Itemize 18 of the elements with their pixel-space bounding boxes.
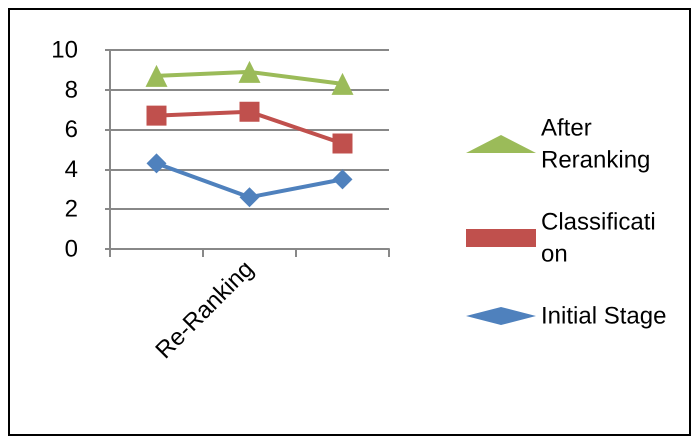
y-tick-label: 0 [64, 236, 78, 262]
point [238, 60, 260, 83]
point [146, 153, 166, 174]
legend-label: Classification [541, 208, 656, 268]
point [240, 102, 260, 122]
point [146, 64, 168, 87]
y-tick-label: 8 [64, 76, 78, 104]
point [332, 72, 354, 95]
y-tick-label: 6 [64, 116, 78, 144]
legend-label: After Reranking [541, 114, 650, 174]
point [240, 187, 260, 208]
point [332, 169, 352, 190]
legend-label: Initial Stage [541, 302, 666, 330]
y-tick-label: 4 [64, 156, 78, 183]
y-tick-label: 2 [64, 196, 78, 223]
point [146, 106, 166, 126]
y-tick-label: 10 [51, 36, 78, 64]
point [332, 134, 352, 154]
